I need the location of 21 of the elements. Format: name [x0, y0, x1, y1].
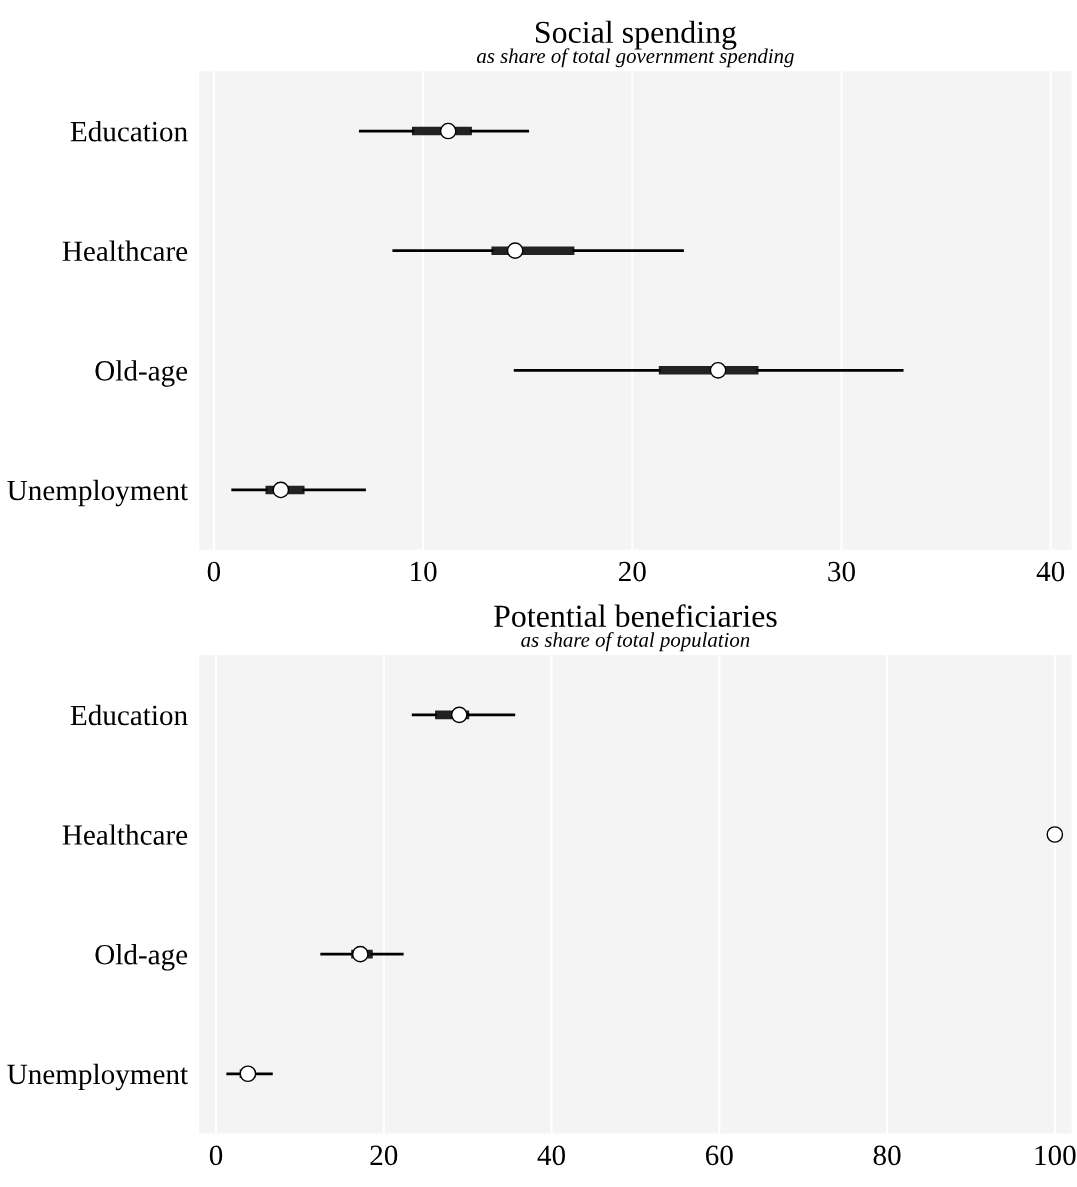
x-tick-label: 30 [828, 561, 855, 582]
y-tick-label: Unemployment [7, 479, 188, 507]
x-tick-label: 0 [207, 561, 221, 582]
x-tick-label: 40 [537, 1145, 566, 1166]
y-tick-label: Education [70, 704, 188, 726]
chart-subtitle: as share of total population [521, 632, 750, 652]
y-tick-label: Old-age [95, 360, 188, 387]
x-tick-label: 20 [370, 1145, 398, 1166]
x-tick-label: 0 [209, 1145, 223, 1166]
y-tick-label: Old-age [95, 944, 188, 971]
x-tick-label: 100 [1035, 1145, 1076, 1166]
chart-title: Potential beneficiaries [493, 604, 777, 628]
x-tick-label: 10 [411, 561, 437, 582]
x-tick-label: 60 [705, 1145, 733, 1166]
y-tick-label: Healthcare [62, 824, 188, 845]
y-tick-label: Education [70, 120, 188, 142]
x-tick-label: 40 [1036, 561, 1065, 582]
y-tick-label: Unemployment [7, 1063, 188, 1091]
x-tick-label: 80 [873, 1145, 901, 1166]
x-tick-label: 20 [618, 561, 646, 582]
y-tick-label: Healthcare [62, 240, 188, 262]
